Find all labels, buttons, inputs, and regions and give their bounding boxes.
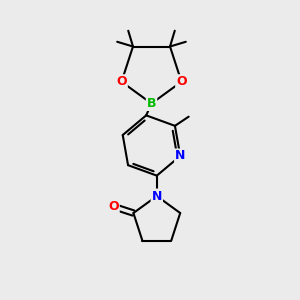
Text: N: N (152, 190, 162, 202)
Text: O: O (116, 75, 127, 88)
Text: N: N (175, 149, 185, 163)
Text: O: O (176, 75, 187, 88)
Text: B: B (147, 97, 156, 110)
Text: O: O (108, 200, 119, 213)
